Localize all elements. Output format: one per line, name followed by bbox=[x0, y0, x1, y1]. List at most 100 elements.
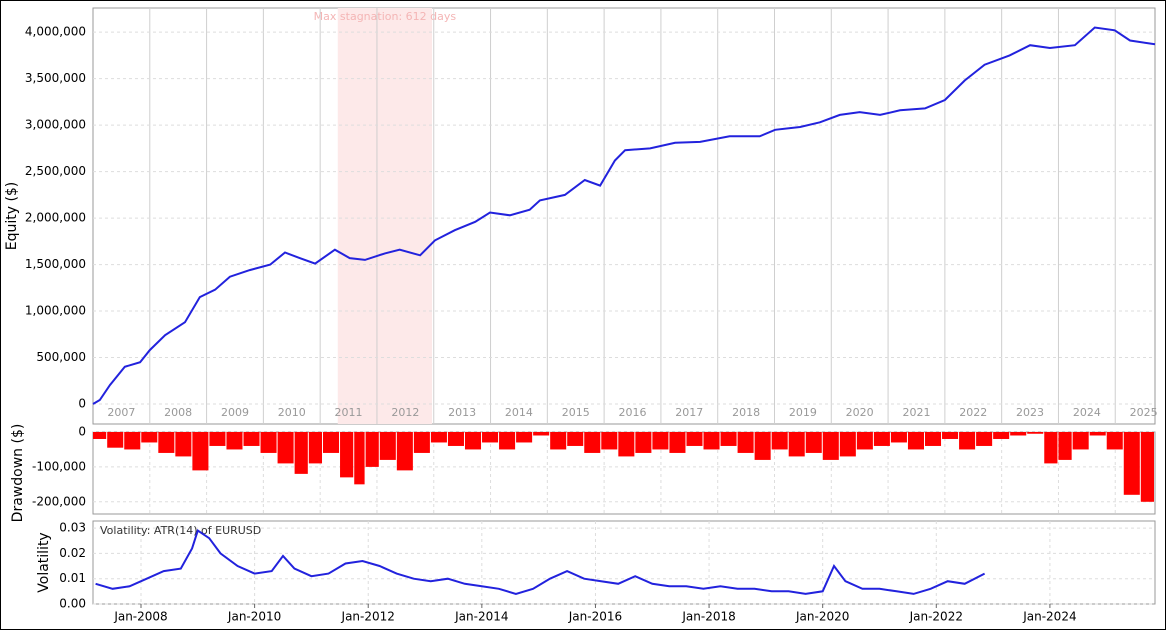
x-tick-label: 2012 bbox=[391, 406, 419, 419]
drawdown-bar bbox=[226, 432, 243, 450]
y-tick-label: -200,000 bbox=[32, 494, 86, 508]
drawdown-bar bbox=[365, 432, 379, 467]
y-tick-label: 2,000,000 bbox=[25, 211, 86, 225]
stagnation-label: Max stagnation: 612 days bbox=[314, 10, 457, 23]
drawdown-bar bbox=[354, 432, 365, 485]
y-tick-label: 0 bbox=[78, 425, 86, 439]
drawdown-bar bbox=[686, 432, 703, 446]
drawdown-bar bbox=[1010, 432, 1027, 436]
drawdown-bar bbox=[601, 432, 618, 450]
y-tick-label: 0 bbox=[78, 397, 86, 411]
drawdown-bar bbox=[567, 432, 584, 446]
drawdown-bar bbox=[260, 432, 277, 453]
drawdown-bar bbox=[993, 432, 1010, 439]
y-tick-label: 2,500,000 bbox=[25, 164, 86, 178]
drawdown-bar bbox=[1123, 432, 1140, 495]
drawdown-bar bbox=[584, 432, 601, 453]
drawdown-bar bbox=[430, 432, 447, 443]
drawdown-bar bbox=[277, 432, 294, 464]
drawdown-bar bbox=[482, 432, 499, 443]
x-tick-label: 2016 bbox=[619, 406, 647, 419]
x-tick-label: Jan-2024 bbox=[1022, 610, 1076, 624]
drawdown-bar bbox=[1106, 432, 1123, 450]
y-tick-label: 1,500,000 bbox=[25, 257, 86, 271]
drawdown-bar bbox=[379, 432, 396, 460]
stagnation-band bbox=[337, 8, 433, 424]
drawdown-bar bbox=[209, 432, 226, 446]
x-tick-label: Jan-2022 bbox=[909, 610, 963, 624]
drawdown-bar bbox=[141, 432, 158, 443]
y-tick-label: 3,500,000 bbox=[25, 71, 86, 85]
drawdown-bar bbox=[124, 432, 141, 450]
x-tick-label: Jan-2016 bbox=[568, 610, 622, 624]
drawdown-bar bbox=[107, 432, 124, 448]
panel-label: Volatility: ATR(14) of EURUSD bbox=[100, 524, 261, 537]
drawdown-bar bbox=[890, 432, 907, 443]
drawdown-bar bbox=[652, 432, 669, 450]
drawdown-bar bbox=[942, 432, 959, 439]
drawdown-bar bbox=[822, 432, 839, 460]
drawdown-bar bbox=[93, 432, 107, 439]
drawdown-bar bbox=[856, 432, 873, 450]
drawdown-bar bbox=[323, 432, 340, 453]
x-tick-label: 2019 bbox=[789, 406, 817, 419]
x-tick-label: Jan-2012 bbox=[341, 610, 395, 624]
y-tick-label: 0.03 bbox=[59, 521, 86, 535]
x-tick-label: 2022 bbox=[959, 406, 987, 419]
x-tick-label: 2024 bbox=[1073, 406, 1101, 419]
y-tick-label: 0.02 bbox=[59, 546, 86, 560]
drawdown-bar bbox=[413, 432, 430, 453]
x-tick-label: 2018 bbox=[732, 406, 760, 419]
x-tick-label: Jan-2020 bbox=[795, 610, 849, 624]
y-axis-label: Volatility bbox=[36, 532, 52, 592]
y-tick-label: 500,000 bbox=[36, 350, 86, 364]
drawdown-bar bbox=[924, 432, 942, 446]
y-tick-label: 3,000,000 bbox=[25, 118, 86, 132]
drawdown-bar bbox=[294, 432, 308, 474]
drawdown-bar bbox=[1089, 432, 1106, 436]
drawdown-bar bbox=[308, 432, 323, 464]
drawdown-bar bbox=[873, 432, 890, 446]
drawdown-bar bbox=[1027, 432, 1044, 434]
data-line bbox=[92, 26, 1156, 405]
y-tick-label: 0.00 bbox=[59, 597, 86, 611]
drawdown-bar bbox=[771, 432, 788, 450]
drawdown-bar bbox=[907, 432, 924, 450]
x-tick-label: 2011 bbox=[335, 406, 363, 419]
x-tick-label: 2008 bbox=[164, 406, 192, 419]
drawdown-bar bbox=[737, 432, 754, 453]
y-axis-label: Drawdown ($) bbox=[10, 424, 26, 523]
x-tick-label: 2013 bbox=[448, 406, 476, 419]
data-line bbox=[95, 529, 986, 595]
drawdown-bar bbox=[499, 432, 516, 450]
x-tick-label: 2017 bbox=[675, 406, 703, 419]
y-tick-label: 1,000,000 bbox=[25, 304, 86, 318]
x-tick-label: Jan-2010 bbox=[227, 610, 281, 624]
plot-area bbox=[92, 7, 1156, 425]
drawdown-bar bbox=[720, 432, 737, 446]
y-tick-label: 4,000,000 bbox=[25, 25, 86, 39]
x-tick-label: 2021 bbox=[902, 406, 930, 419]
y-tick-label: 0.01 bbox=[59, 571, 86, 585]
y-axis-label: Equity ($) bbox=[4, 182, 20, 251]
drawdown-bar bbox=[1072, 432, 1089, 450]
drawdown-bar bbox=[1058, 432, 1072, 460]
x-tick-label: Jan-2014 bbox=[454, 610, 508, 624]
drawdown-bar bbox=[703, 432, 720, 450]
x-tick-label: Jan-2018 bbox=[681, 610, 735, 624]
drawdown-bar bbox=[158, 432, 175, 453]
drawdown-bar bbox=[839, 432, 856, 457]
drawdown-bar bbox=[1044, 432, 1058, 464]
x-tick-label: 2007 bbox=[107, 406, 135, 419]
drawdown-bar bbox=[959, 432, 976, 450]
drawdown-bar bbox=[1140, 432, 1154, 502]
drawdown-bar bbox=[340, 432, 354, 478]
drawdown-bar bbox=[464, 432, 482, 450]
drawdown-bar bbox=[788, 432, 805, 457]
x-tick-label: 2010 bbox=[278, 406, 306, 419]
drawdown-bar bbox=[175, 432, 192, 457]
drawdown-bar bbox=[754, 432, 771, 460]
drawdown-bar bbox=[447, 432, 464, 446]
drawdown-bar bbox=[635, 432, 652, 453]
